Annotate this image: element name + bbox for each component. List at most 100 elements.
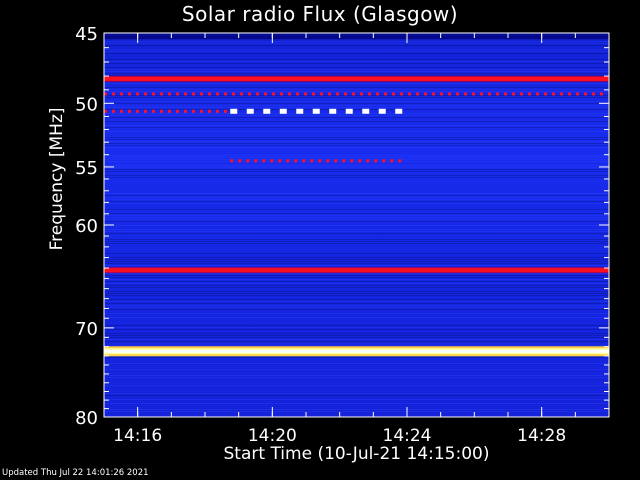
- texture-stripe: [104, 317, 609, 318]
- texture-stripe: [104, 243, 609, 244]
- texture-stripe: [104, 311, 609, 312]
- texture-stripe: [104, 203, 609, 204]
- texture-stripe: [104, 171, 609, 172]
- band-dot: [238, 159, 242, 163]
- texture-stripe: [104, 221, 609, 222]
- texture-stripe: [104, 257, 609, 258]
- texture-stripe: [104, 359, 609, 360]
- texture-stripe: [104, 149, 609, 150]
- texture-stripe: [104, 75, 609, 76]
- x-tick-label: 14:16: [113, 426, 162, 446]
- texture-stripe: [104, 331, 609, 332]
- band-dot: [544, 92, 547, 96]
- band-dot: [496, 92, 499, 96]
- texture-stripe: [104, 135, 609, 136]
- texture-stripe: [104, 309, 609, 310]
- texture-stripe: [104, 333, 609, 334]
- band-line: [104, 76, 609, 81]
- band-dot: [512, 92, 515, 96]
- texture-stripe: [104, 345, 609, 346]
- axes: 45 50 55 60 70 80 14:16 14:20 14:24 14:28 Frequenc…: [47, 24, 610, 446]
- texture-stripe: [104, 263, 609, 264]
- band-dot: [472, 92, 475, 96]
- band-dot: [424, 92, 427, 96]
- texture-stripe: [104, 343, 609, 344]
- band-dot: [382, 159, 386, 163]
- texture-stripe: [104, 387, 609, 388]
- texture-stripe: [104, 137, 609, 138]
- y-tick-label: 60: [75, 216, 98, 237]
- band-dot: [398, 159, 402, 163]
- band-dot: [504, 92, 507, 96]
- band-dot: [336, 92, 339, 96]
- texture-stripe: [104, 293, 609, 294]
- texture-stripe: [104, 337, 609, 338]
- texture-stripe: [104, 295, 609, 296]
- texture-stripe: [104, 235, 609, 236]
- texture-stripe: [104, 219, 609, 220]
- texture-stripe: [104, 279, 609, 280]
- texture-stripe: [104, 201, 609, 202]
- band-dot: [208, 109, 211, 113]
- texture-stripe: [104, 379, 609, 380]
- texture-stripe: [104, 91, 609, 92]
- texture-stripe: [104, 357, 609, 358]
- texture-stripe: [104, 103, 609, 104]
- texture-stripe: [104, 117, 609, 118]
- texture-stripe: [104, 241, 609, 242]
- texture-stripe: [104, 247, 609, 248]
- band-dot: [362, 108, 370, 114]
- band-dot: [568, 92, 571, 96]
- band-dot: [278, 159, 282, 163]
- band-dot: [334, 159, 338, 163]
- texture-stripe: [104, 253, 609, 254]
- texture-stripe: [104, 299, 609, 300]
- texture-stripe: [104, 217, 609, 218]
- texture-stripe: [104, 401, 609, 402]
- band-dot: [230, 108, 238, 114]
- texture-stripe: [104, 225, 609, 226]
- texture-stripe: [104, 93, 609, 94]
- texture-stripe: [104, 251, 609, 252]
- band-dot: [160, 109, 163, 113]
- texture-stripe: [104, 121, 609, 122]
- texture-stripe: [104, 185, 609, 186]
- band-dot: [176, 92, 179, 96]
- texture-stripe: [104, 197, 609, 198]
- texture-stripe: [104, 239, 609, 240]
- texture-stripe: [104, 57, 609, 58]
- band-dot: [120, 92, 123, 96]
- band-dot: [312, 108, 320, 114]
- band-dot: [216, 92, 219, 96]
- texture-stripe: [104, 215, 609, 216]
- texture-stripe: [104, 229, 609, 230]
- texture-stripe: [104, 175, 609, 176]
- band-dot: [552, 92, 555, 96]
- band-dot: [263, 108, 271, 114]
- texture-stripe: [104, 55, 609, 56]
- texture-stripe: [104, 187, 609, 188]
- band-dot: [230, 159, 234, 163]
- texture-stripe: [104, 237, 609, 238]
- band-dot: [112, 92, 115, 96]
- texture-stripe: [104, 273, 609, 274]
- y-tick-label: 80: [75, 408, 98, 429]
- band-dot: [200, 92, 203, 96]
- band-dot: [464, 92, 467, 96]
- band-dot: [416, 92, 419, 96]
- band-dot: [144, 92, 147, 96]
- texture-stripe: [104, 191, 609, 192]
- texture-stripe: [104, 315, 609, 316]
- texture-stripe: [104, 307, 609, 308]
- y-axis-label: Frequency [MHz]: [47, 107, 67, 250]
- texture-stripe: [104, 327, 609, 328]
- texture-stripe: [104, 283, 609, 284]
- band-dot: [296, 92, 299, 96]
- texture-stripe: [104, 249, 609, 250]
- texture-stripe: [104, 395, 609, 396]
- texture-stripe: [104, 205, 609, 206]
- band-dot: [288, 92, 291, 96]
- band-dot: [448, 92, 451, 96]
- texture-stripe: [104, 297, 609, 298]
- texture-stripe: [104, 407, 609, 408]
